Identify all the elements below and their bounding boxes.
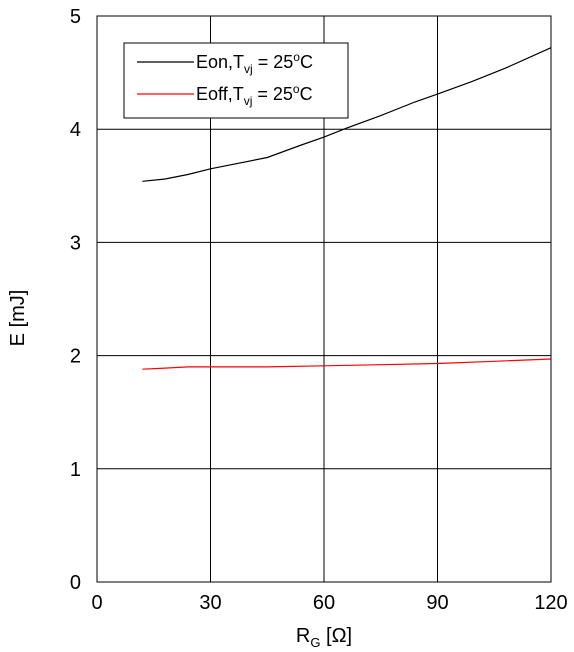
x-axis-label: RG [Ω] xyxy=(296,625,352,650)
y-tick-label: 3 xyxy=(70,232,81,254)
series-line-1 xyxy=(142,358,552,370)
x-axis-label-main: R xyxy=(296,625,310,647)
x-tick-label: 60 xyxy=(313,592,335,614)
legend-box xyxy=(123,42,349,119)
y-tick-label: 2 xyxy=(70,346,81,368)
y-tick-labels: 0 1 2 3 4 5 xyxy=(70,6,81,594)
y-tick-label: 1 xyxy=(70,459,81,481)
legend-label-eon: Eon,Tvj = 25oC xyxy=(196,50,313,76)
legend-label-eoff: Eoff,Tvj = 25oC xyxy=(196,82,313,108)
x-tick-label: 90 xyxy=(426,592,448,614)
legend: Eon,Tvj = 25oC Eoff,Tvj = 25oC xyxy=(123,42,349,119)
x-tick-label: 30 xyxy=(199,592,221,614)
x-tick-label: 120 xyxy=(534,592,567,614)
plot-frame xyxy=(96,15,552,583)
y-tick-label: 5 xyxy=(70,6,81,28)
x-tick-label: 0 xyxy=(91,592,102,614)
x-axis-label-unit: [Ω] xyxy=(320,625,352,647)
x-tick-labels: 0 30 60 90 120 xyxy=(91,592,567,614)
y-axis-label: E [mJ] xyxy=(7,290,29,347)
series-line-0 xyxy=(142,47,552,182)
y-tick-label: 0 xyxy=(70,572,81,594)
series-layer xyxy=(142,47,552,370)
x-axis-label-sub: G xyxy=(310,635,320,650)
y-tick-label: 4 xyxy=(70,119,81,141)
